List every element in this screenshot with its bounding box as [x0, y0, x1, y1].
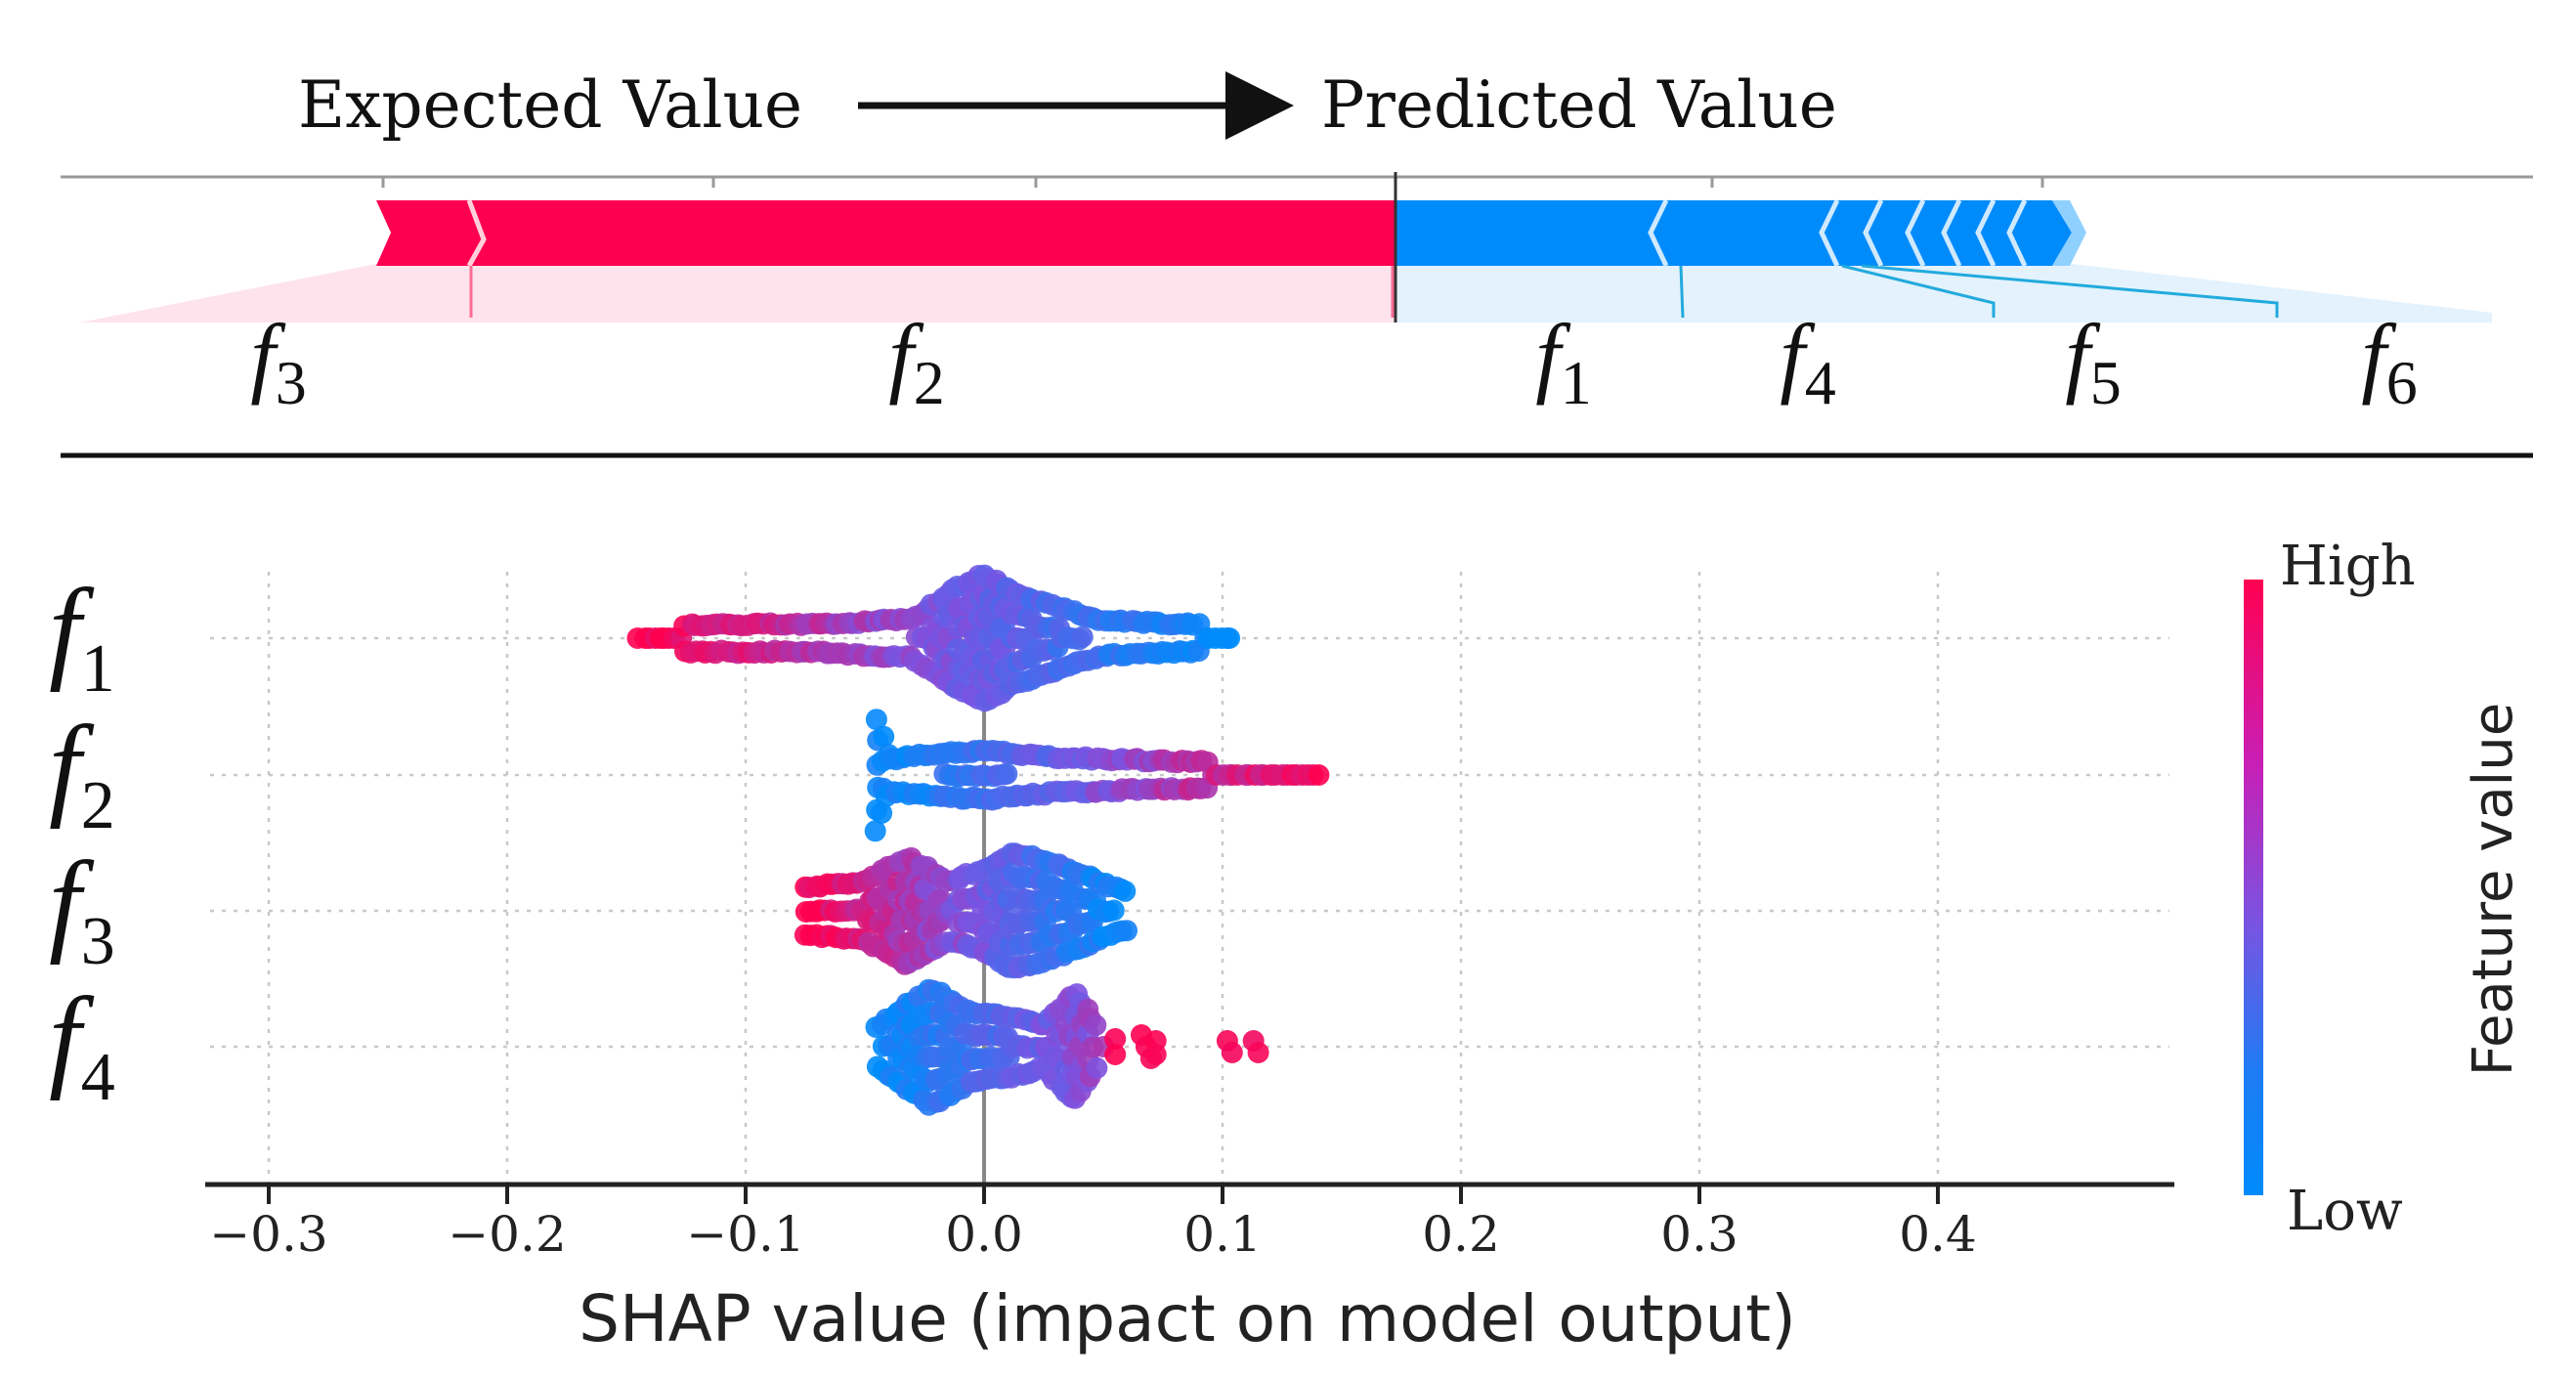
x-tick-label-2: −0.1 [686, 1206, 804, 1263]
x-tick-label-0: −0.3 [209, 1206, 327, 1263]
colorbar-title: Feature value [2462, 703, 2525, 1076]
y-label-f3: f3 [49, 838, 115, 979]
predicted-value-label: Predicted Value [1321, 67, 1837, 143]
segment-divider [466, 199, 487, 268]
x-tick-label-1: −0.2 [448, 1206, 566, 1263]
force-plot: Expected Value Predicted Value f3 f2 f1 f4 f… [61, 67, 2533, 458]
connector-f4 [1841, 264, 1996, 318]
connector-f1 [1679, 265, 1685, 319]
x-axis-ticks: −0.3 −0.2 −0.1 0.0 0.1 0.2 0.3 0.4 [209, 1184, 1977, 1263]
x-tick-label-4: 0.1 [1183, 1206, 1262, 1263]
x-tick-label-5: 0.2 [1422, 1206, 1500, 1263]
shap-point-3-917 [1085, 1014, 1107, 1036]
shap-point-2-739 [1116, 920, 1138, 942]
x-tick-label-7: 0.4 [1899, 1206, 1977, 1263]
force-feature-labels: f3 f2 f1 f4 f5 f6 [250, 306, 2418, 417]
colorbar-gradient [2244, 580, 2263, 1195]
force-label-f4: f4 [1780, 306, 1836, 417]
shap-point-3-920 [1104, 1028, 1127, 1050]
segment-divider-3 [1905, 198, 1926, 268]
shap-point-1-303 [865, 709, 887, 731]
segment-divider-4 [1941, 198, 1962, 268]
shap-point-3-928 [1221, 1042, 1243, 1063]
shap-point-0-302 [1219, 627, 1241, 649]
segment-divider-2 [1863, 198, 1884, 268]
connector-f5 [1861, 264, 2279, 318]
force-segment-f3 [376, 200, 484, 266]
colorbar: High Low Feature value [2244, 535, 2525, 1243]
shap-point-1-470 [1308, 764, 1330, 786]
positive-shadow [80, 264, 1395, 323]
shap-point-1-309 [873, 725, 895, 748]
force-label-f5: f5 [2065, 306, 2122, 417]
force-axis-ticks [381, 177, 2044, 188]
x-tick-label-6: 0.3 [1660, 1206, 1739, 1263]
shap-point-3-918 [1086, 1056, 1108, 1079]
shap-point-0-251 [1071, 625, 1094, 648]
shap-point-2-734 [1102, 899, 1125, 922]
colorbar-low-label: Low [2287, 1180, 2403, 1243]
colorbar-high-label: High [2280, 535, 2416, 598]
x-tick-label-3: 0.0 [945, 1206, 1023, 1263]
data-points [626, 564, 1330, 1116]
shap-point-1-372 [996, 762, 1018, 785]
negative-shadow [1395, 264, 2492, 323]
force-segment-f2 [469, 200, 1395, 266]
shap-point-3-930 [1247, 1042, 1269, 1063]
force-label-f6: f6 [2361, 306, 2418, 417]
segment-divider-6 [2006, 198, 2028, 268]
shap-point-2-738 [1114, 880, 1137, 902]
shap-point-3-921 [1104, 1044, 1127, 1065]
x-axis-title: SHAP value (impact on model output) [579, 1281, 1796, 1356]
y-label-f2: f2 [49, 702, 115, 843]
segment-divider-1 [1819, 198, 1840, 268]
force-segment-negative [1395, 200, 2072, 266]
force-label-f1: f1 [1535, 306, 1592, 417]
segment-divider-5 [1975, 198, 1996, 268]
expected-value-label: Expected Value [298, 67, 802, 143]
segment-divider-0 [1648, 198, 1669, 268]
y-label-f1: f1 [49, 565, 115, 707]
force-label-f2: f2 [888, 306, 945, 417]
force-label-f3: f3 [250, 306, 307, 417]
shap-point-3-926 [1144, 1044, 1167, 1065]
y-label-f4: f4 [49, 973, 115, 1115]
force-segment-tail [2052, 200, 2086, 266]
shap-point-1-312 [871, 802, 893, 824]
shap-point-1-308 [864, 820, 886, 842]
